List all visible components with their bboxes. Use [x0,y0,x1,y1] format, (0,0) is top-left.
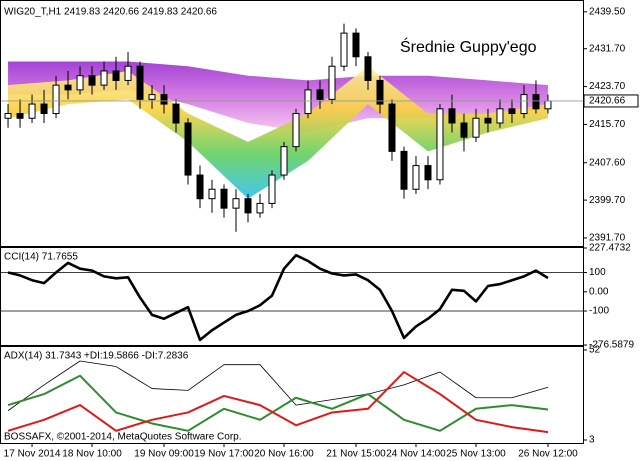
candle-body [124,65,132,81]
candle-body [304,89,312,115]
indicator-line [7,360,549,411]
candle-body [112,70,120,81]
candle-body [352,32,360,58]
candle-body [256,202,264,214]
indicator-line [7,374,549,432]
y-tick-label: 2423.70 [589,81,626,92]
y-tick-label: 2415.70 [589,119,626,130]
candle-body [484,117,492,124]
candle-body [244,198,252,214]
candle-body [16,113,24,119]
candle-body [376,79,384,105]
y-tick-label: 3 [589,435,595,446]
candle-body [340,32,348,67]
candle-body [496,108,504,124]
x-tick-label: 26 Nov 12:00 [518,449,578,460]
candle-body [64,84,72,91]
y-tick-label: 2391.70 [589,233,626,244]
candle-body [448,108,456,124]
y-tick-label: 0.00 [589,286,609,297]
pane-plot [1,253,583,342]
annotation: Średnie Guppy'ego [400,37,537,56]
candle-body [412,165,420,190]
x-tick-label: 25 Nov 13:00 [446,449,506,460]
candle-body [28,103,36,119]
candle-body [424,165,432,181]
candle-body [148,94,156,100]
indicator-line [7,371,549,434]
candle-body [460,122,468,138]
candle-body [40,103,48,115]
x-tick-label: 19 Nov 17:00 [194,449,254,460]
candle-body [88,75,96,86]
last-price-label: 2420.66 [589,96,626,107]
y-tick-label: 227.4732 [589,243,631,254]
last-price-box [583,94,639,108]
x-tick-label: 20 Nov 16:00 [254,449,314,460]
candle-body [208,188,216,200]
pane-title: CCI(14) 71.7655 [4,252,78,263]
candle-body [292,113,300,148]
candle-body [136,65,144,100]
footer-note: BOSSAFX, ©2001-2014, MetaQuotes Software… [4,432,242,443]
y-tick-label: 52 [589,345,601,356]
x-tick-label: 17 Nov 2014 [4,449,61,460]
y-tick-label: 100 [589,267,606,278]
x-tick-label: 18 Nov 10:00 [62,449,122,460]
candle-body [364,56,372,81]
candle-body [196,174,204,200]
candle-body [508,108,516,115]
candle-body [268,174,276,204]
candle-body [4,113,12,119]
candle-body [400,150,408,190]
y-tick-label: 2399.70 [589,195,626,206]
x-tick-label: 21 Nov 15:00 [326,449,386,460]
candle-body [172,103,180,124]
candle-body [316,89,324,100]
pane-plot [1,23,583,232]
candle-body [388,103,396,152]
pane-frame [0,247,584,346]
x-tick-label: 19 Nov 09:00 [134,449,194,460]
candle-body [232,198,240,209]
pane-title: ADX(14) 31.7343 +DI:19.5866 -DI:7.2836 [4,351,189,362]
y-tick-label: -100 [589,306,609,317]
candle-body [160,94,168,105]
candle-body [436,108,444,181]
y-tick-label: 2439.50 [589,6,626,17]
candle-body [544,100,552,110]
candle-body [220,188,228,209]
candle-body [184,122,192,176]
candle-body [532,94,540,110]
candle-body [76,75,84,91]
candle-body [280,146,288,176]
y-tick-label: -276.5879 [589,340,634,351]
candle-body [328,65,336,100]
x-tick-label: 24 Nov 14:00 [386,449,446,460]
candle-body [100,70,108,86]
pane-plot [7,360,549,434]
candle-body [52,84,60,115]
indicator-line [7,253,549,342]
y-tick-label: 2407.60 [589,157,626,168]
pane-title: WIG20_T,H1 2419.83 2420.66 2419.83 2420.… [4,7,217,18]
candle-body [520,94,528,115]
candle-body [472,117,480,138]
y-tick-label: 2431.70 [589,43,626,54]
